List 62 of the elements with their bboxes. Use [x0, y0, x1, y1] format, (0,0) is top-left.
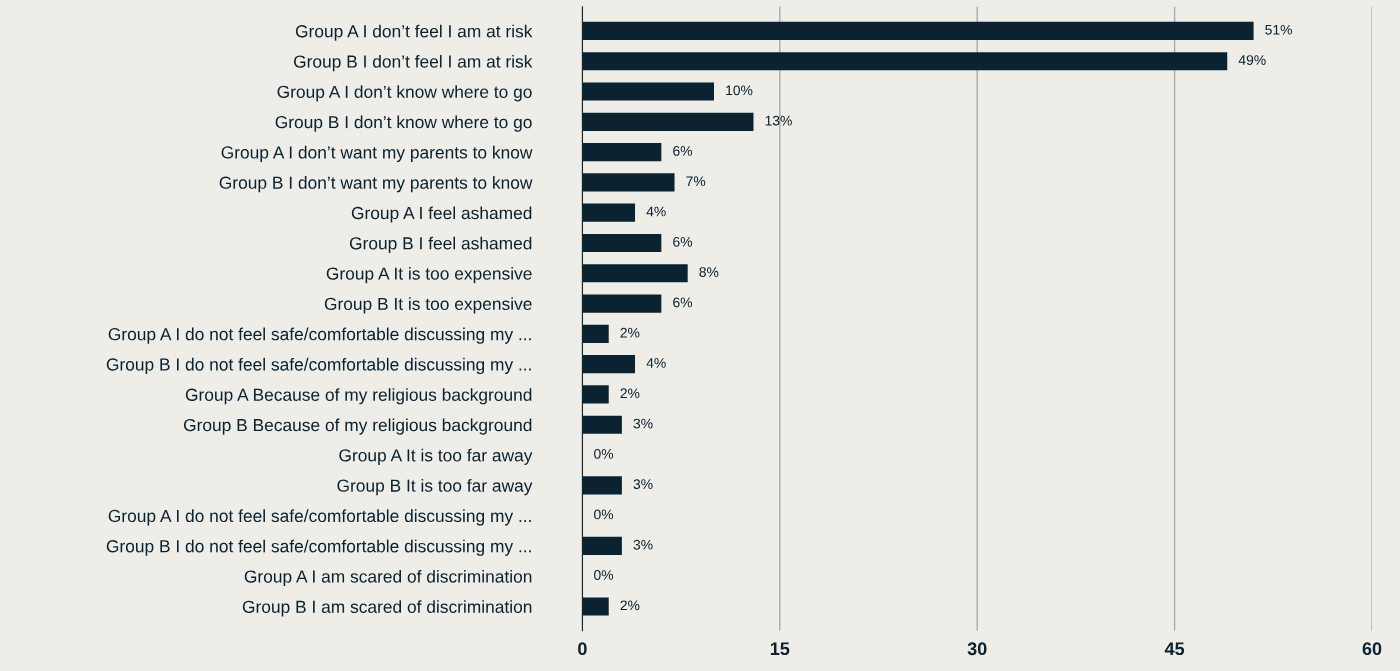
y-tick-label: Group B I don’t want my parents to know	[219, 176, 533, 193]
data-label: 2%	[620, 600, 640, 611]
bar	[582, 415, 622, 434]
data-label: 8%	[699, 267, 719, 278]
data-label: 0%	[594, 570, 614, 580]
data-label: 0%	[594, 509, 614, 520]
x-tick-label: 45	[1164, 642, 1185, 656]
x-tick-label: 0	[578, 642, 587, 656]
bar	[582, 203, 636, 222]
bar	[582, 82, 714, 101]
bar	[582, 385, 609, 404]
data-label: 13%	[765, 115, 792, 126]
data-label: 2%	[620, 388, 640, 399]
data-label: 4%	[646, 358, 666, 368]
bar	[582, 143, 662, 162]
data-label: 7%	[686, 176, 706, 187]
bar	[582, 476, 622, 495]
x-tick-label: 15	[770, 642, 790, 656]
bar	[582, 21, 1254, 41]
y-tick-label: Group B It is too far away	[337, 479, 533, 496]
y-tick-label: Group A It is too far away	[339, 448, 533, 465]
data-label: 6%	[673, 236, 693, 247]
y-tick-label: Group A I feel ashamed	[351, 206, 532, 223]
bar	[582, 324, 609, 343]
data-label: 49%	[1238, 55, 1266, 65]
y-tick-label: Group A Because of my religious background	[185, 388, 532, 405]
bar	[582, 52, 1228, 71]
data-label: 2%	[620, 327, 640, 338]
data-label: 0%	[594, 448, 614, 459]
y-tick-label: Group B I do not feel safe/comfortable discussing my ...	[106, 357, 531, 375]
y-tick-label: Group A I do not feel safe/comfortable discussing my ...	[108, 509, 531, 526]
data-label: 6%	[673, 146, 693, 156]
y-tick-label: Group A I don’t feel I am at risk	[295, 24, 533, 41]
x-tick-label: 60	[1362, 642, 1382, 656]
x-tick-label: 30	[967, 642, 987, 656]
bar	[582, 294, 662, 313]
y-tick-label: Group A It is too expensive	[326, 267, 532, 284]
y-tick-label: Group B I don’t know where to go	[275, 115, 532, 132]
data-label: 4%	[646, 206, 666, 217]
data-label: 3%	[633, 539, 653, 550]
y-tick-label: Group A I am scared of discrimination	[244, 569, 532, 587]
data-label: 10%	[726, 85, 753, 96]
y-tick-label: Group A I do not feel safe/comfortable discussing my ...	[108, 327, 531, 344]
y-tick-label: Group B I feel ashamed	[349, 236, 532, 253]
bar	[582, 173, 675, 192]
bar	[582, 597, 609, 616]
y-tick-label: Group A I don’t want my parents to know	[221, 145, 533, 163]
bar	[582, 536, 622, 556]
data-label: 3%	[633, 479, 653, 490]
y-tick-label: Group B I am scared of discrimination	[242, 600, 532, 617]
y-tick-label: Group B It is too expensive	[324, 297, 532, 314]
bar	[582, 355, 636, 374]
data-label: 3%	[633, 418, 653, 429]
bar	[582, 233, 662, 253]
y-tick-label: Group A I don’t know where to go	[277, 85, 532, 102]
data-label: 6%	[673, 297, 693, 308]
bar	[582, 112, 754, 131]
y-tick-label: Group B I don’t feel I am at risk	[293, 54, 533, 72]
y-tick-label: Group B Because of my religious background	[183, 418, 532, 435]
data-label: 51%	[1265, 24, 1292, 35]
y-tick-label: Group B I do not feel safe/comfortable discussing my ...	[106, 539, 531, 556]
bar	[582, 264, 688, 283]
